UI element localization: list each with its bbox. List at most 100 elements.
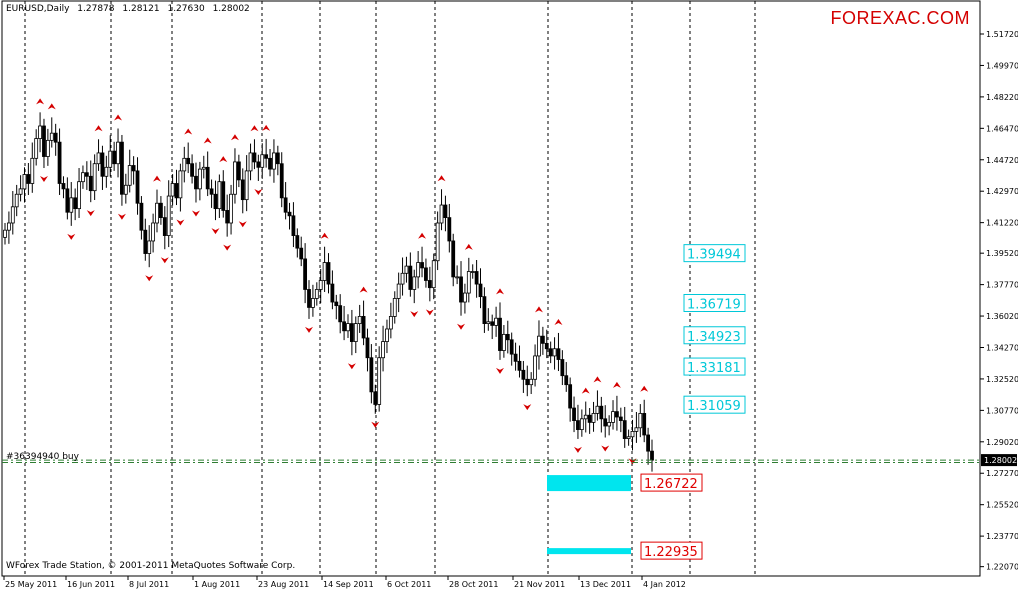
candle-body	[221, 181, 226, 211]
down-fractal-arrow	[223, 244, 232, 251]
candle-body	[264, 154, 269, 159]
candle-body	[159, 202, 163, 219]
candle-body	[599, 405, 604, 420]
candle-body	[45, 139, 50, 157]
candle-body	[509, 339, 514, 355]
up-fractal-arrow	[359, 286, 368, 293]
candle-body	[513, 353, 518, 362]
candle-body	[427, 280, 432, 289]
up-fractal-arrow	[94, 125, 103, 132]
candle-body	[560, 359, 565, 377]
candle-body	[525, 378, 530, 386]
candle-body	[303, 258, 308, 290]
fib-level-label: 1.31059	[687, 399, 741, 414]
candle-body	[349, 323, 354, 342]
candle-body	[478, 283, 483, 298]
down-fractal-arrow	[160, 257, 169, 264]
down-fractal-arrow	[457, 323, 466, 330]
candle-body	[595, 405, 600, 414]
candle-body	[646, 434, 651, 452]
candle-body	[53, 132, 58, 143]
candle-body	[182, 157, 187, 172]
candle-body	[404, 265, 409, 274]
candle-body	[287, 211, 292, 217]
up-fractal-arrow	[47, 103, 56, 110]
current-price-badge	[981, 454, 1017, 467]
fib-level-box	[683, 244, 746, 263]
target-zone	[547, 548, 631, 555]
target-label: 1.26722	[644, 477, 698, 492]
y-tick-label: 1.46470	[986, 124, 1018, 133]
candle-body	[96, 152, 101, 165]
candle-body	[279, 163, 284, 199]
fib-level-label: 1.34923	[687, 330, 741, 345]
candle-body	[466, 271, 471, 294]
x-tick-label: 4 Jan 2012	[643, 580, 686, 589]
candle-body	[408, 265, 413, 290]
candle-body	[474, 271, 479, 285]
candle-body	[346, 323, 350, 332]
candle-body	[494, 317, 498, 326]
candle-body	[252, 152, 257, 163]
candle-body	[201, 166, 206, 170]
target-box	[640, 541, 703, 560]
candle-body	[42, 125, 46, 157]
fib-level-label: 1.36719	[687, 297, 741, 312]
candle-body	[330, 283, 335, 303]
candle-body	[178, 170, 183, 199]
up-fractal-arrow	[464, 243, 473, 250]
candle-body	[240, 179, 245, 201]
candle-body	[186, 157, 191, 165]
up-fractal-arrow	[495, 288, 504, 295]
candle-body	[365, 337, 370, 359]
up-fractal-arrow	[640, 385, 649, 392]
candle-body	[439, 204, 444, 224]
candle-body	[104, 166, 109, 177]
up-fractal-arrow	[153, 175, 162, 182]
candle-body	[275, 152, 280, 165]
candle-body	[217, 181, 222, 210]
candle-body	[194, 175, 198, 190]
candle-body	[57, 141, 62, 184]
close-value: 1.28002	[212, 4, 250, 14]
y-tick-label: 1.30770	[986, 406, 1018, 415]
candle-body	[248, 152, 253, 172]
candle-body	[131, 165, 136, 172]
y-tick-label: 1.44720	[986, 156, 1018, 165]
candle-body	[420, 262, 424, 269]
up-fractal-arrow	[114, 114, 123, 121]
candle-body	[299, 247, 304, 260]
down-fractal-arrow	[425, 309, 434, 316]
candle-body	[190, 163, 194, 177]
up-fractal-arrow	[554, 318, 563, 325]
x-tick-label: 25 May 2011	[5, 580, 57, 589]
y-tick-label: 1.41220	[986, 219, 1018, 228]
y-tick-label: 1.34270	[986, 343, 1018, 352]
candle-body	[22, 174, 27, 190]
candle-body	[498, 317, 502, 351]
down-fractal-arrow	[371, 421, 380, 428]
y-tick-label: 1.48220	[986, 93, 1018, 102]
y-tick-label: 1.49970	[986, 61, 1018, 70]
fib-level-box	[683, 293, 746, 312]
candle-body	[88, 175, 93, 192]
candle-body	[548, 348, 553, 357]
up-fractal-arrow	[250, 125, 259, 132]
open-value: 1.27878	[77, 4, 115, 14]
candle-body	[540, 335, 545, 344]
candle-body	[607, 422, 612, 427]
candle-body	[373, 391, 378, 405]
y-tick-label: 1.25520	[986, 501, 1018, 510]
y-tick-label: 1.32520	[986, 375, 1018, 384]
candle-body	[568, 384, 573, 409]
candle-body	[611, 411, 615, 423]
up-fractal-arrow	[230, 134, 239, 141]
up-fractal-arrow	[612, 381, 621, 388]
candle-body	[572, 407, 576, 422]
candle-body	[236, 161, 241, 181]
candle-body	[564, 375, 569, 386]
candle-body	[322, 262, 327, 281]
candle-body	[353, 323, 358, 342]
y-tick-label: 1.36020	[986, 312, 1018, 321]
